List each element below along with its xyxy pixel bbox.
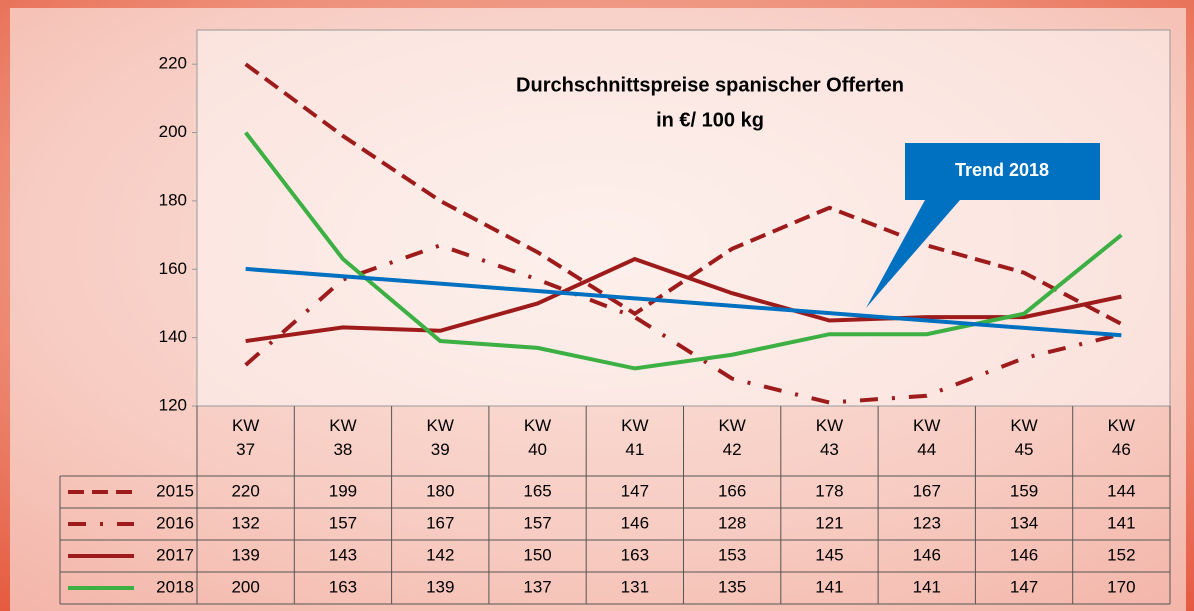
y-tick-label: 120	[159, 395, 187, 414]
table-value: 159	[1010, 481, 1038, 500]
legend-label: 2017	[156, 545, 194, 564]
x-tick-label: KW 43	[815, 416, 844, 459]
table-value: 135	[718, 577, 746, 596]
x-tick-cell: KW 44	[913, 416, 941, 459]
table-value: 145	[815, 545, 843, 564]
x-tick-label: KW 46	[1107, 416, 1136, 459]
chart-subtitle: in €/ 100 kg	[656, 109, 764, 131]
table-value: 200	[231, 577, 259, 596]
table-value: 163	[621, 545, 649, 564]
legend-label: 2018	[156, 577, 194, 596]
legend-label: 2015	[156, 481, 194, 500]
series-line	[245, 256, 1122, 344]
table-value: 199	[329, 481, 357, 500]
table-value: 146	[1010, 545, 1038, 564]
table-value: 167	[426, 513, 454, 532]
table-value: 142	[426, 545, 454, 564]
table-value: 178	[815, 481, 843, 500]
x-tick-cell: KW 43	[815, 416, 844, 459]
table-value: 180	[426, 481, 454, 500]
table-value: 139	[231, 545, 259, 564]
table-value: 146	[621, 513, 649, 532]
x-tick-cell: KW 39	[426, 416, 454, 459]
table-value: 144	[1107, 481, 1135, 500]
table-value: 157	[523, 513, 551, 532]
trend-line	[245, 266, 1122, 338]
table-value: 153	[718, 545, 746, 564]
table-value: 141	[1107, 513, 1135, 532]
x-tick-cell: KW 42	[718, 416, 746, 459]
series-line	[244, 243, 1122, 405]
chart-title: Durchschnittspreise spanischer Offerten	[516, 74, 904, 96]
x-tick-label: KW 39	[426, 416, 454, 459]
trend-callout	[866, 143, 1100, 308]
x-tick-label: KW 40	[523, 416, 552, 459]
data-table: KW 37 KW 38 KW 39 KW 40 KW 41 KW 42 KW 43 KW 44…	[59, 406, 1171, 605]
table-value: 123	[913, 513, 941, 532]
x-tick-label: KW 41	[621, 416, 649, 459]
table-value: 163	[329, 577, 357, 596]
x-tick-cell: KW 37	[231, 416, 260, 459]
table-value: 137	[523, 577, 551, 596]
table-value: 146	[913, 545, 941, 564]
series-line	[244, 62, 1123, 326]
x-tick-label: KW 38	[329, 416, 357, 459]
x-tick-label: KW 45	[1010, 416, 1038, 459]
table-value: 139	[426, 577, 454, 596]
table-value: 157	[329, 513, 357, 532]
table-value: 170	[1107, 577, 1135, 596]
table-value: 134	[1010, 513, 1038, 532]
table-value: 167	[913, 481, 941, 500]
table-value: 131	[621, 577, 649, 596]
x-tick-label: KW 44	[913, 416, 941, 459]
table-value: 166	[718, 481, 746, 500]
x-tick-label: KW 42	[718, 416, 746, 459]
table-value: 165	[523, 481, 551, 500]
y-tick-label: 140	[159, 327, 187, 346]
table-value: 147	[621, 481, 649, 500]
x-tick-label: KW 37	[231, 416, 260, 459]
table-value: 143	[329, 545, 357, 564]
panel	[10, 8, 1186, 611]
table-value: 141	[815, 577, 843, 596]
y-tick-label: 180	[159, 190, 187, 209]
legend-label: 2016	[156, 513, 194, 532]
plot-area	[196, 29, 1171, 407]
y-tick-label: 220	[159, 54, 187, 73]
table-value: 147	[1010, 577, 1038, 596]
table-value: 121	[815, 513, 843, 532]
y-tick-label: 160	[159, 259, 187, 278]
trend-label: Trend 2018	[955, 160, 1049, 180]
table-value: 128	[718, 513, 746, 532]
table-value: 152	[1107, 545, 1135, 564]
y-tick-label: 200	[159, 122, 187, 141]
table-value: 220	[231, 481, 259, 500]
table-value: 132	[231, 513, 259, 532]
x-tick-cell: KW 45	[1010, 416, 1038, 459]
table-value: 141	[913, 577, 941, 596]
x-tick-cell: KW 41	[621, 416, 649, 459]
x-tick-cell: KW 38	[329, 416, 357, 459]
x-tick-cell: KW 46	[1107, 416, 1136, 459]
x-tick-cell: KW 40	[523, 416, 552, 459]
table-value: 150	[523, 545, 551, 564]
